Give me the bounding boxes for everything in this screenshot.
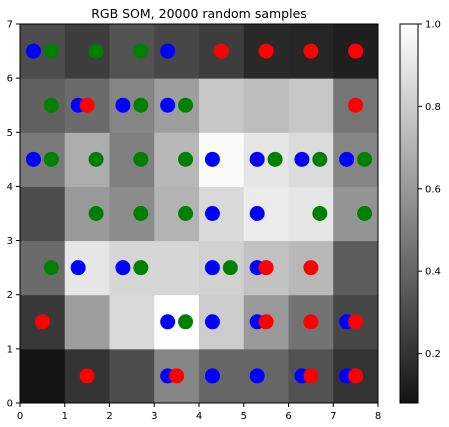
green-marker — [178, 97, 194, 113]
red-marker — [348, 43, 364, 59]
chart-title: RGB SOM, 20000 random samples — [91, 6, 307, 21]
green-marker — [267, 151, 283, 167]
red-marker — [303, 43, 319, 59]
green-marker — [43, 151, 59, 167]
blue-marker — [204, 151, 220, 167]
blue-marker — [249, 206, 265, 221]
colorbar-tick-label: 0.4 — [425, 267, 441, 278]
y-axis: 0 1 2 3 4 5 6 7 — [7, 20, 20, 410]
blue-marker — [204, 206, 220, 221]
blue-marker — [115, 97, 131, 113]
green-marker — [133, 43, 149, 59]
colorbar-bar — [399, 23, 419, 404]
green-marker — [178, 314, 194, 330]
blue-marker — [160, 43, 176, 59]
heatmap-cell — [20, 186, 66, 242]
heatmap-cell — [154, 240, 200, 296]
blue-marker — [249, 151, 265, 167]
green-marker — [88, 206, 104, 221]
y-tick-label: 3 — [7, 236, 13, 247]
blue-marker — [339, 151, 355, 167]
green-marker — [88, 43, 104, 59]
y-tick-label: 5 — [7, 128, 13, 139]
blue-marker — [70, 260, 86, 276]
x-tick-label: 4 — [196, 411, 202, 422]
y-tick-label: 2 — [7, 290, 13, 301]
heatmap-cell — [109, 294, 155, 350]
red-marker — [258, 260, 274, 276]
x-tick-label: 0 — [17, 411, 23, 422]
red-marker — [348, 97, 364, 113]
x-tick-label: 5 — [241, 411, 247, 422]
red-marker — [258, 43, 274, 59]
x-tick-label: 8 — [375, 411, 381, 422]
x-axis: 0 1 2 3 4 5 6 7 8 — [17, 403, 381, 422]
blue-marker — [294, 151, 310, 167]
heatmap-cell — [288, 78, 334, 133]
blue-marker — [25, 43, 41, 59]
y-tick-label: 0 — [7, 399, 13, 410]
green-marker — [133, 151, 149, 167]
x-tick-label: 3 — [151, 411, 157, 422]
marker-layer — [25, 43, 373, 384]
x-tick-label: 6 — [285, 411, 291, 422]
red-marker — [303, 260, 319, 276]
red-marker — [303, 368, 319, 384]
green-marker — [88, 151, 104, 167]
heatmap-cell — [109, 348, 155, 404]
red-marker — [79, 97, 95, 113]
red-marker — [303, 314, 319, 330]
green-marker — [178, 206, 194, 221]
colorbar-tick-label: 0.8 — [425, 102, 441, 113]
heatmap-cell — [243, 78, 289, 133]
heatmap-cell — [20, 348, 66, 404]
blue-marker — [160, 314, 176, 330]
colorbar-tick-label: 0.2 — [425, 349, 441, 360]
green-marker — [222, 260, 238, 276]
green-marker — [312, 151, 328, 167]
x-tick-label: 7 — [330, 411, 336, 422]
green-marker — [133, 206, 149, 221]
green-marker — [133, 260, 149, 276]
heatmap-cell — [333, 240, 379, 296]
y-tick-label: 1 — [7, 344, 13, 355]
green-marker — [357, 206, 373, 221]
red-marker — [169, 368, 185, 384]
blue-marker — [204, 314, 220, 330]
y-tick-label: 4 — [7, 182, 13, 193]
green-marker — [43, 260, 59, 276]
heatmap-cell — [199, 78, 245, 133]
blue-marker — [204, 260, 220, 276]
green-marker — [43, 97, 59, 113]
x-tick-label: 2 — [106, 411, 112, 422]
blue-marker — [249, 368, 265, 384]
blue-marker — [25, 151, 41, 167]
colorbar-tick-label: 1.0 — [425, 20, 441, 31]
red-marker — [79, 368, 95, 384]
colorbar: 0.2 0.4 0.6 0.8 1.0 — [399, 20, 441, 404]
red-marker — [348, 368, 364, 384]
blue-marker — [115, 260, 131, 276]
green-marker — [133, 97, 149, 113]
green-marker — [357, 151, 373, 167]
y-tick-label: 6 — [7, 74, 13, 85]
colorbar-tick-label: 0.6 — [425, 184, 441, 195]
red-marker — [258, 314, 274, 330]
heatmap-cell — [64, 294, 110, 350]
y-tick-label: 7 — [7, 20, 13, 31]
blue-marker — [204, 368, 220, 384]
green-marker — [43, 43, 59, 59]
red-marker — [213, 43, 229, 59]
red-marker — [34, 314, 50, 330]
green-marker — [178, 151, 194, 167]
x-tick-label: 1 — [62, 411, 68, 422]
blue-marker — [160, 97, 176, 113]
green-marker — [312, 206, 328, 221]
red-marker — [348, 314, 364, 330]
